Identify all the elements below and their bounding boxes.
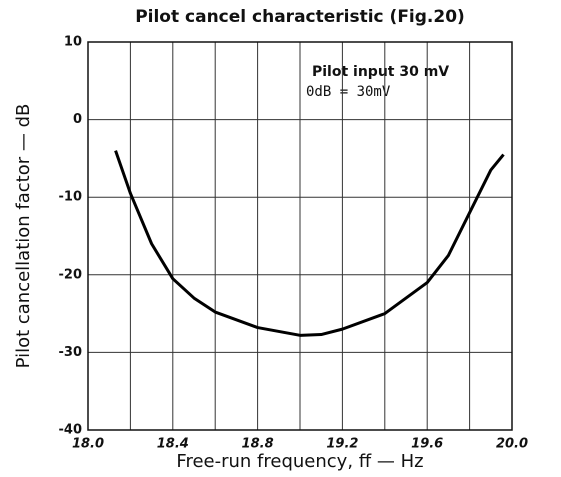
x-tick-label: 20.0 (496, 437, 528, 452)
x-tick-label: 18.4 (157, 437, 189, 452)
annotation: Pilot input 30 mV (312, 64, 449, 80)
x-tick-label: 19.6 (411, 437, 443, 452)
y-tick-label: 10 (64, 35, 82, 50)
x-tick-label: 18.8 (242, 437, 274, 452)
x-tick-label: 18.0 (72, 437, 104, 452)
y-tick-label: -20 (59, 267, 83, 282)
x-axis-label: Free-run frequency, ff — Hz (176, 451, 423, 472)
curve (114, 150, 505, 337)
y-tick-label: -10 (59, 190, 83, 205)
plot-frame (87, 41, 513, 431)
y-tick-label: -30 (59, 345, 83, 360)
y-tick-label: -40 (59, 423, 83, 438)
chart-title: Pilot cancel characteristic (Fig.20) (135, 7, 465, 27)
y-axis-label: Pilot cancellation factor — dB (13, 104, 34, 369)
y-tick-label: 0 (73, 112, 82, 127)
x-tick-label: 19.2 (326, 437, 358, 452)
annotation: 0dB = 30mV (306, 84, 391, 100)
